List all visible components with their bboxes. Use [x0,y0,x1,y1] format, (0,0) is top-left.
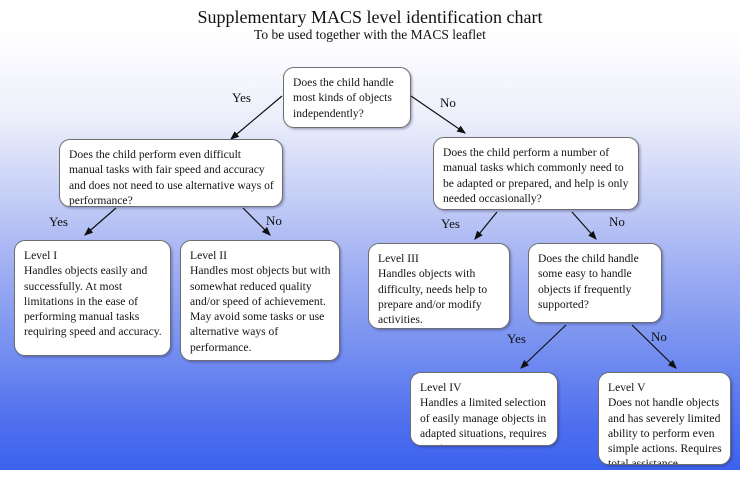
question-adapted-tasks: Does the child perform a number of manua… [433,137,639,210]
edge-label-adapted-no: No [609,214,625,229]
node-level-4: Level IV Handles a limited selection of … [410,372,558,446]
level-5-text: Does not handle objects and has severely… [608,396,722,465]
node-level-1: Level I Handles objects easily and succe… [14,240,171,356]
level-2-text: Handles most objects but with somewhat r… [190,264,331,354]
edge-label-difficult-no: No [266,213,282,228]
level-2-title: Level II [190,249,228,262]
page-subtitle: To be used together with the MACS leafle… [254,27,486,42]
level-3-title: Level III [378,252,419,265]
edge-label-adapted-yes: Yes [441,216,460,231]
edge-label-top-no: No [440,95,456,110]
node-level-2: Level II Handles most objects but with s… [180,240,340,361]
node-level-5: Level V Does not handle objects and has … [598,372,731,465]
node-level-3: Level III Handles objects with difficult… [368,243,510,329]
level-1-text: Handles objects easily and successfully.… [24,264,162,339]
level-4-text: Handles a limited selection of easily ma… [420,396,547,445]
edge-label-supported-no: No [651,329,667,344]
level-4-title: Level IV [420,381,462,394]
level-5-title: Level V [608,381,646,394]
edge-label-supported-yes: Yes [507,331,526,346]
edge-label-difficult-yes: Yes [49,214,68,229]
level-3-text: Handles objects with difficulty, needs h… [378,267,488,327]
question-difficult-tasks: Does the child perform even difficult ma… [59,139,283,207]
edge-label-top-yes: Yes [232,90,251,105]
question-supported: Does the child handle some easy to handl… [528,243,662,323]
level-1-title: Level I [24,249,58,262]
question-independent: Does the child handle most kinds of obje… [283,67,411,128]
page-title: Supplementary MACS level identification … [197,7,543,27]
